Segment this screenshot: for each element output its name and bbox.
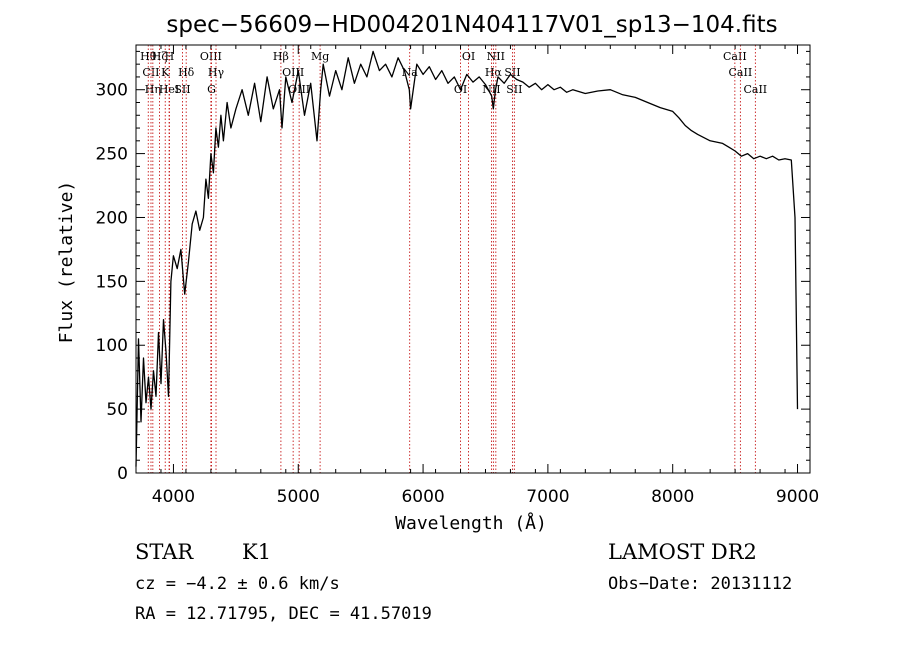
x-tick-label: 9000	[776, 487, 819, 507]
line-marker-label: Hδ	[178, 66, 195, 79]
line-marker-label: NII	[487, 50, 505, 63]
y-axis-label: Flux (relative)	[56, 181, 77, 344]
line-marker-label: Mg	[311, 50, 329, 63]
line-marker-label: K	[161, 66, 170, 79]
tick-layer: 4000 5000 6000 7000 8000 9000 0 50 100 150 200 250 3…	[96, 45, 819, 507]
line-marker-label: Hβ	[273, 50, 289, 63]
line-marker-label: OIII	[288, 83, 310, 96]
x-tick-label: 7000	[526, 487, 569, 507]
y-tick-label: 300	[96, 81, 128, 101]
y-tick-label: 250	[96, 145, 128, 165]
y-tick-label: 200	[96, 208, 128, 228]
line-marker-label: SII	[504, 66, 520, 79]
x-tick-label: 8000	[651, 487, 694, 507]
subclass: K1	[242, 540, 272, 564]
y-tick-label: 100	[96, 336, 128, 356]
survey-name: LAMOST DR2	[608, 540, 757, 564]
obs-date: Obs−Date: 20131112	[608, 574, 793, 594]
line-marker-layer: HθCIIHηHζKHeIHHδSIIOIIIHγGHβOIIIOIIIMgNa…	[140, 45, 767, 473]
line-marker-label: Hζ	[152, 50, 168, 63]
line-marker-label: CII	[142, 66, 159, 79]
line-marker-label: OIII	[200, 50, 222, 63]
line-marker-label: Hη	[145, 83, 161, 96]
x-tick-label: 5000	[277, 487, 320, 507]
line-marker-label: Hγ	[208, 66, 225, 79]
plot-frame	[135, 44, 811, 474]
line-marker-label: Hα	[485, 66, 503, 79]
line-marker-label: SII	[506, 83, 522, 96]
redshift-value: cz = −4.2 ± 0.6 km/s	[135, 574, 340, 594]
line-marker-label: HeI	[159, 83, 179, 96]
line-marker-label: H	[165, 50, 175, 63]
y-tick-label: 0	[117, 464, 128, 484]
line-marker-label: G	[207, 83, 216, 96]
x-tick-label: 6000	[401, 487, 444, 507]
object-type: STAR	[135, 540, 194, 564]
coordinates: RA = 12.71795, DEC = 41.57019	[135, 604, 432, 624]
series-layer	[135, 50, 799, 467]
spectrum-line	[135, 50, 799, 467]
line-marker-label: CaII	[729, 66, 753, 79]
line-marker-label: OI	[462, 50, 475, 63]
line-marker-label: CaII	[743, 83, 767, 96]
x-axis-label: Wavelength (Å)	[395, 512, 547, 534]
chart-title: spec−56609−HD004201N404117V01_sp13−104.f…	[166, 12, 777, 38]
line-marker-label: SII	[174, 83, 190, 96]
x-tick-label: 4000	[152, 487, 195, 507]
y-tick-label: 150	[96, 272, 128, 292]
line-marker-label: CaII	[723, 50, 747, 63]
y-tick-label: 50	[106, 400, 128, 420]
